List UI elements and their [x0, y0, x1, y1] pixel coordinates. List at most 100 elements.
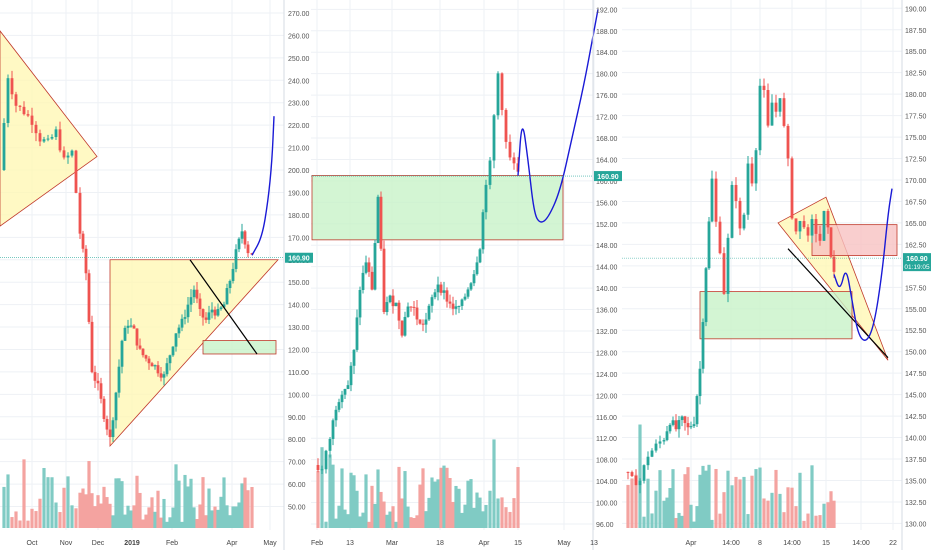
- y-tick-label: 172.50: [905, 157, 927, 164]
- x-tick-label: Feb: [311, 540, 323, 547]
- volume-bar: [207, 488, 211, 528]
- volume-bar: [774, 469, 778, 528]
- y-tick-label: 140.00: [288, 303, 310, 310]
- y-tick-label: 165.00: [905, 221, 927, 228]
- volume-bar: [391, 506, 395, 528]
- volume-bar: [14, 511, 18, 528]
- candle-up: [758, 85, 762, 151]
- y-tick-label: 250.00: [288, 56, 310, 63]
- candle-up: [189, 297, 193, 305]
- y-tick-label: 200.00: [288, 168, 310, 175]
- volume-bar: [686, 467, 690, 528]
- candle-down: [448, 301, 452, 304]
- volume-bar: [786, 487, 790, 528]
- candle-down: [102, 398, 106, 419]
- trendline: [787, 248, 889, 359]
- candle-down: [18, 105, 22, 107]
- volume-bar: [630, 478, 634, 528]
- candle-up: [692, 424, 696, 427]
- y-tick-label: 112.00: [596, 436, 617, 443]
- y-tick-label: 168.00: [596, 136, 618, 143]
- candle-down: [802, 221, 806, 228]
- y-tick-label: 150.00: [905, 350, 927, 357]
- candle-down: [87, 273, 91, 322]
- volume-bar: [770, 492, 774, 528]
- candle-up: [186, 304, 190, 318]
- volume-bar: [117, 478, 121, 528]
- volume-bar: [324, 521, 328, 528]
- drawings-back-layer: [0, 30, 898, 448]
- volume-bar: [680, 515, 684, 528]
- volume-bar: [138, 492, 142, 528]
- volume-bar: [111, 515, 115, 528]
- volume-bar: [243, 477, 247, 528]
- candle-up: [180, 318, 184, 328]
- candle-down: [159, 373, 163, 378]
- candle-down: [81, 233, 85, 249]
- candle-down: [156, 365, 160, 374]
- candle-down: [750, 163, 754, 184]
- volume-bar: [701, 465, 705, 528]
- y-tick-label: 124.00: [596, 372, 618, 379]
- candle-down: [782, 98, 786, 126]
- volume-bar: [802, 520, 806, 528]
- volume-bar: [237, 502, 241, 528]
- volume-bar: [147, 507, 151, 528]
- volume-bar: [448, 478, 452, 528]
- y-tick-label: 180.00: [905, 92, 927, 99]
- price-badge: [285, 252, 313, 263]
- candle-down: [204, 317, 208, 320]
- volume-bar: [177, 480, 181, 528]
- candle-up: [126, 325, 130, 328]
- candle-down: [786, 125, 790, 159]
- y-tick-label: 152.00: [596, 222, 618, 229]
- volume-bar: [746, 514, 750, 528]
- volume-bar: [710, 519, 714, 528]
- volume-bar: [762, 498, 766, 528]
- candle-up: [689, 426, 693, 428]
- volume-bar: [674, 518, 678, 528]
- x-tick-label: Nov: [60, 540, 73, 547]
- candle-down: [418, 319, 422, 324]
- candle-down: [766, 90, 770, 126]
- candle-down: [826, 211, 830, 228]
- support-zone: [202, 340, 277, 355]
- y-tick-label: 120.00: [288, 347, 310, 354]
- candle-up: [403, 316, 407, 336]
- candle-up: [168, 355, 172, 364]
- candle-down: [316, 464, 320, 471]
- volume-bar: [454, 485, 458, 528]
- volume-bar: [442, 465, 446, 528]
- candle-up: [210, 309, 214, 313]
- y-tick-label: 150.00: [288, 280, 310, 287]
- candle-down: [99, 383, 103, 399]
- volume-bar: [430, 477, 434, 528]
- x-tick-label: Feb: [166, 540, 178, 547]
- volume-bar: [818, 515, 822, 528]
- candle-down: [201, 309, 205, 318]
- volume-bar: [165, 521, 169, 528]
- volume-bar: [460, 512, 464, 528]
- volume-bar: [334, 518, 338, 528]
- candle-up: [677, 420, 681, 430]
- volume-bar: [668, 488, 672, 528]
- candle-up: [810, 219, 814, 236]
- candle-down: [382, 248, 386, 313]
- volume-bar: [340, 468, 344, 528]
- volume-bar: [2, 486, 6, 528]
- volume-bar: [198, 504, 202, 528]
- volume-bar: [394, 521, 398, 528]
- candle-up: [427, 305, 431, 320]
- volume-bar: [822, 503, 826, 528]
- volume-bar: [6, 474, 10, 528]
- y-tick-label: 170.00: [905, 178, 927, 185]
- volume-bar: [168, 517, 172, 528]
- y-tick-label: 176.00: [596, 93, 618, 100]
- candle-down: [439, 284, 443, 293]
- candle-up: [358, 289, 362, 318]
- volume-bar: [488, 490, 492, 528]
- volume-bar: [734, 476, 738, 528]
- volume-bar: [406, 506, 410, 528]
